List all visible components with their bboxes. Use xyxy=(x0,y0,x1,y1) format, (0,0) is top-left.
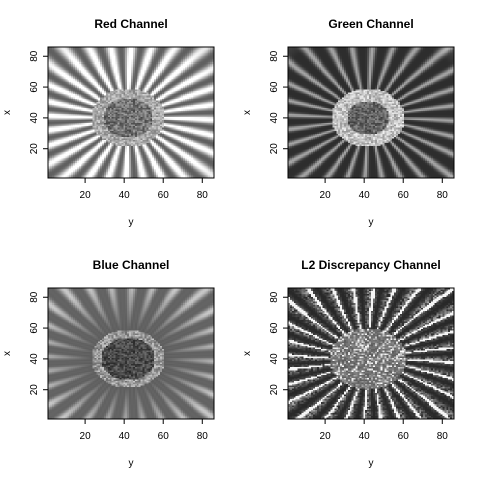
y-tick-label: 20 xyxy=(29,143,40,155)
x-tick-label: 40 xyxy=(119,431,131,442)
y-tick-label: 80 xyxy=(29,291,40,303)
panel-title: Blue Channel xyxy=(93,258,170,272)
channel-image xyxy=(48,47,214,178)
x-tick-label: 80 xyxy=(437,190,449,201)
plot-frame xyxy=(47,287,215,420)
x-tick-label: 80 xyxy=(197,190,209,201)
x-tick-label: 60 xyxy=(398,431,410,442)
x-axis-label: y xyxy=(369,458,374,469)
y-tick-label: 60 xyxy=(29,322,40,334)
panel-2: Green Channel 20 40 60 80 20 40 60 80 y x xyxy=(242,17,455,228)
y-tick-label: 40 xyxy=(269,112,280,124)
y-axis-label: x xyxy=(242,110,253,115)
x-tick-label: 20 xyxy=(80,431,92,442)
y-tick-label: 60 xyxy=(29,81,40,93)
y-axis-label: x xyxy=(242,351,253,356)
y-tick-label: 60 xyxy=(269,81,280,93)
y-tick-label: 80 xyxy=(269,291,280,303)
y-tick-label: 20 xyxy=(269,143,280,155)
plot-frame xyxy=(287,287,455,420)
x-tick-label: 60 xyxy=(158,431,170,442)
y-tick-label: 80 xyxy=(269,50,280,62)
x-tick-label: 60 xyxy=(398,190,410,201)
panel-4: L2 Discrepancy Channel 20 40 60 80 20 40 60 80 y x xyxy=(242,258,455,469)
x-axis-label: y xyxy=(369,217,374,228)
y-tick-label: 40 xyxy=(29,112,40,124)
x-tick-label: 20 xyxy=(320,190,332,201)
x-tick-label: 20 xyxy=(320,431,332,442)
x-tick-label: 80 xyxy=(437,431,449,442)
x-tick-label: 60 xyxy=(158,190,170,201)
x-tick-label: 40 xyxy=(359,190,371,201)
y-tick-label: 60 xyxy=(269,322,280,334)
x-tick-label: 20 xyxy=(80,190,92,201)
y-axis-label: x xyxy=(2,351,13,356)
channel-image xyxy=(48,288,214,419)
plot-frame xyxy=(287,46,455,179)
x-axis-label: y xyxy=(129,458,134,469)
y-tick-label: 20 xyxy=(269,384,280,396)
channel-image xyxy=(288,288,454,419)
panel-title: Red Channel xyxy=(94,17,167,31)
plot-frame xyxy=(47,46,215,179)
panel-3: Blue Channel 20 40 60 80 20 40 60 80 y x xyxy=(2,258,215,469)
y-axis-label: x xyxy=(2,110,13,115)
x-axis-label: y xyxy=(129,217,134,228)
channel-image xyxy=(288,47,454,178)
panel-title: Green Channel xyxy=(328,17,413,31)
y-tick-label: 20 xyxy=(29,384,40,396)
y-tick-label: 80 xyxy=(29,50,40,62)
x-tick-label: 80 xyxy=(197,431,209,442)
y-tick-label: 40 xyxy=(29,353,40,365)
panel-1: Red Channel 20 40 60 80 20 40 60 80 y x xyxy=(2,17,215,228)
panel-title: L2 Discrepancy Channel xyxy=(301,258,440,272)
y-tick-label: 40 xyxy=(269,353,280,365)
x-tick-label: 40 xyxy=(359,431,371,442)
x-tick-label: 40 xyxy=(119,190,131,201)
